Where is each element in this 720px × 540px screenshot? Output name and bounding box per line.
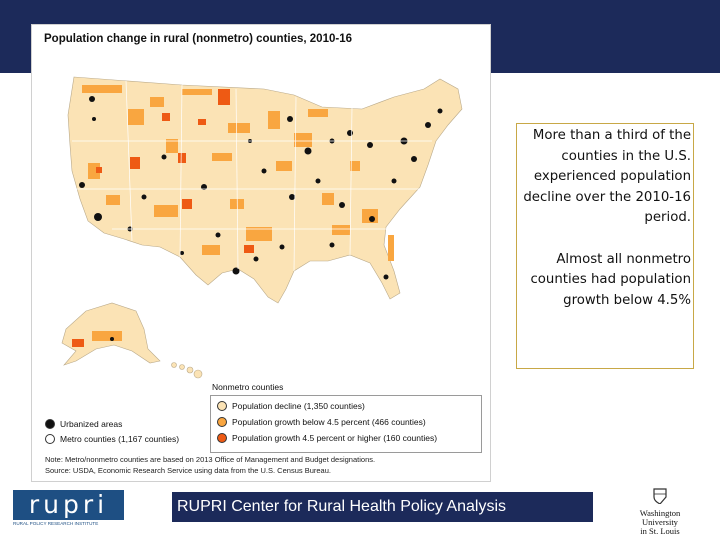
rupri-logo-wordmark: rupri	[13, 490, 124, 520]
hawaii-shape	[171, 362, 203, 379]
legend-swatch-growth-below	[217, 417, 227, 427]
legend-heading: Nonmetro counties	[212, 382, 284, 392]
legend-item-metro: Metro counties (1,167 counties)	[45, 434, 179, 444]
legend-label-decline: Population decline (1,350 counties)	[232, 401, 365, 411]
legend-swatch-growth-high	[217, 433, 227, 443]
legend-swatch-decline	[217, 401, 227, 411]
washu-shield-icon	[653, 488, 667, 505]
urbanized-swatch	[45, 419, 55, 429]
growth-high-regions	[72, 89, 254, 347]
legend-label-growth-below: Population growth below 4.5 percent (466…	[232, 417, 426, 427]
urbanized-label: Urbanized areas	[60, 419, 123, 429]
legend-box: Population decline (1,350 counties) Popu…	[210, 395, 482, 453]
washu-line-3: in St. Louis	[640, 526, 680, 536]
center-banner: RUPRI Center for Rural Health Policy Ana…	[172, 492, 593, 522]
contiguous-us-shape	[67, 76, 463, 304]
callout-textbox: More than a third of the counties in the…	[516, 123, 694, 369]
state-boundaries	[72, 80, 432, 272]
legend-label-growth-high: Population growth 4.5 percent or higher …	[232, 433, 438, 443]
map-figure: Population change in rural (nonmetro) co…	[31, 24, 491, 482]
urbanized-areas	[79, 96, 443, 341]
map-note: Note: Metro/nonmetro counties are based …	[45, 455, 376, 464]
rupri-logo: rupri RURAL POLICY RESEARCH INSTITUTE	[13, 490, 124, 528]
map-source: Source: USDA, Economic Research Service …	[45, 466, 331, 475]
rupri-logo-subtext: RURAL POLICY RESEARCH INSTITUTE	[13, 521, 99, 526]
callout-paragraph-2: Almost all nonmetro counties had populat…	[530, 251, 691, 308]
legend-item-decline: Population decline (1,350 counties)	[217, 401, 365, 411]
us-population-change-map	[61, 76, 463, 379]
map-title: Population change in rural (nonmetro) co…	[44, 33, 352, 45]
legend-item-growth-high: Population growth 4.5 percent or higher …	[217, 433, 437, 443]
legend-item-urbanized: Urbanized areas	[45, 419, 122, 429]
metro-label: Metro counties (1,167 counties)	[60, 434, 180, 444]
washu-logo: Washington University in St. Louis	[632, 488, 688, 536]
washu-line-1: Washington	[639, 508, 681, 518]
legend-item-growth-below: Population growth below 4.5 percent (466…	[217, 417, 426, 427]
metro-swatch	[45, 434, 55, 444]
washu-line-2: University	[642, 517, 678, 527]
callout-paragraph-1: More than a third of the counties in the…	[523, 128, 691, 225]
